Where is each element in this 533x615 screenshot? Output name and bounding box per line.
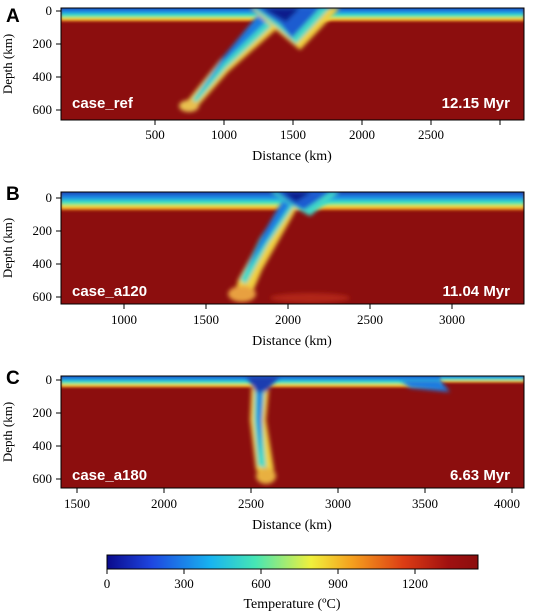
time-label: 11.04 Myr	[442, 283, 510, 300]
x-tick-label: 2000	[275, 312, 301, 327]
temperature-field	[61, 192, 524, 304]
case-label: case_ref	[72, 95, 134, 112]
x-tick-label: 1500	[193, 312, 219, 327]
y-axis-title: Depth (km)	[0, 218, 15, 278]
y-tick-label: 0	[46, 372, 53, 387]
colorbar-ticks	[106, 569, 416, 574]
x-tick-label: 1000	[111, 312, 137, 327]
y-tick-label: 600	[33, 289, 53, 304]
panel-letter: C	[6, 368, 20, 389]
axis-ticks	[56, 10, 501, 125]
x-tick-label: 3500	[412, 496, 438, 511]
x-tick-label: 3000	[439, 312, 465, 327]
x-tick-label: 2000	[151, 496, 177, 511]
panel-letter: A	[6, 6, 20, 27]
y-tick-label: 0	[46, 190, 53, 205]
x-tick-label: 1000	[211, 127, 237, 142]
x-axis-title: Distance (km)	[252, 149, 332, 164]
y-tick-label: 200	[33, 223, 53, 238]
temperature-field	[61, 8, 524, 120]
x-tick-label: 2500	[418, 127, 444, 142]
colorbar-tick-label: 300	[174, 576, 194, 591]
panel-letter: B	[6, 184, 20, 205]
time-label: 12.15 Myr	[442, 95, 511, 112]
case-label: case_a180	[72, 467, 147, 484]
axis-ticks	[56, 197, 453, 309]
y-tick-label: 400	[33, 69, 53, 84]
y-tick-label: 400	[33, 256, 53, 271]
panel-b: B 0 200 400 600 1000	[0, 184, 525, 349]
x-tick-label: 2000	[349, 127, 375, 142]
colorbar: 0 300 600 900 1200 Temperature (ºC)	[104, 554, 479, 612]
x-axis-title: Distance (km)	[252, 518, 332, 533]
x-tick-label: 4000	[494, 496, 520, 511]
y-tick-label: 600	[33, 471, 53, 486]
axis-ticks	[56, 379, 513, 493]
y-tick-label: 600	[33, 102, 53, 117]
panel-a: A 0	[0, 3, 525, 164]
case-label: case_a120	[72, 283, 147, 300]
x-tick-label: 2500	[238, 496, 264, 511]
colorbar-tick-label: 0	[104, 576, 111, 591]
y-tick-label: 200	[33, 405, 53, 420]
y-axis-title: Depth (km)	[0, 34, 15, 94]
colorbar-title: Temperature (ºC)	[243, 597, 340, 612]
x-tick-label: 3000	[325, 496, 351, 511]
time-label: 6.63 Myr	[450, 467, 510, 484]
y-tick-label: 200	[33, 36, 53, 51]
x-axis-title: Distance (km)	[252, 334, 332, 349]
colorbar-tick-label: 1200	[402, 576, 428, 591]
x-tick-label: 1500	[280, 127, 306, 142]
y-axis-title: Depth (km)	[0, 402, 15, 462]
temperature-field	[61, 376, 524, 488]
y-tick-label: 0	[46, 3, 53, 18]
x-tick-label: 1500	[64, 496, 90, 511]
y-tick-label: 400	[33, 438, 53, 453]
panel-c: C 0 200 400 600 1500 2000	[0, 368, 525, 533]
colorbar-tick-label: 600	[251, 576, 271, 591]
x-tick-label: 2500	[357, 312, 383, 327]
colorbar-gradient	[106, 554, 479, 570]
x-tick-label: 500	[145, 127, 165, 142]
colorbar-tick-label: 900	[328, 576, 348, 591]
